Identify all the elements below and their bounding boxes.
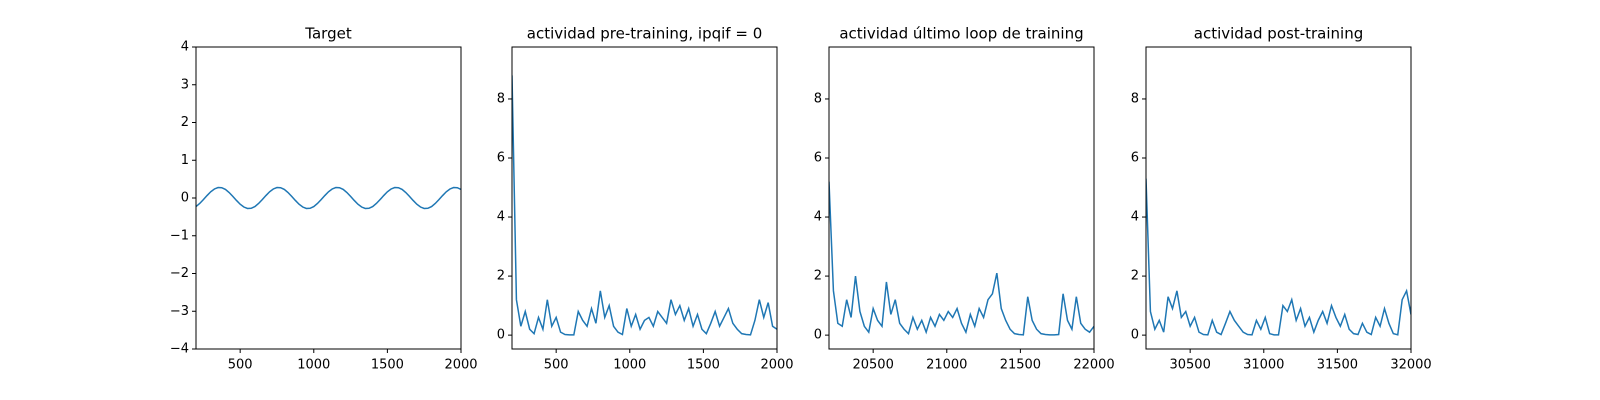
- x-tick-label: 30500: [1169, 358, 1210, 373]
- y-tick-label: −3: [170, 304, 189, 319]
- y-tick-label: 4: [1131, 210, 1139, 225]
- y-tick-label: −4: [170, 342, 189, 357]
- y-tick-label: 0: [814, 328, 822, 343]
- chart-title: actividad post-training: [1194, 25, 1363, 43]
- x-tick-label: 21500: [1000, 358, 1041, 373]
- x-tick-label: 500: [544, 358, 569, 373]
- x-tick-label: 32000: [1390, 358, 1431, 373]
- axes-frame: [511, 46, 778, 350]
- y-tick-label: 0: [497, 328, 505, 343]
- chart-title: actividad último loop de training: [839, 25, 1083, 43]
- y-tick-label: 4: [181, 40, 189, 55]
- y-tick-label: 3: [181, 77, 189, 92]
- y-tick-label: 8: [814, 91, 822, 106]
- x-tick-label: 22000: [1073, 358, 1114, 373]
- x-tick-label: 2000: [760, 358, 793, 373]
- y-tick-label: −1: [170, 228, 189, 243]
- x-tick-label: 20500: [852, 358, 893, 373]
- axes-frame: [195, 46, 462, 350]
- chart-title: actividad pre-training, ipqif = 0: [527, 25, 763, 43]
- y-tick-label: 6: [497, 150, 505, 165]
- data-line: [1146, 178, 1411, 336]
- y-tick-label: 2: [1131, 269, 1139, 284]
- x-tick-label: 2000: [444, 358, 477, 373]
- y-tick-label: 8: [497, 91, 505, 106]
- x-tick-label: 1000: [297, 358, 330, 373]
- data-line: [829, 181, 1094, 336]
- x-tick-label: 21000: [926, 358, 967, 373]
- y-tick-label: 1: [181, 153, 189, 168]
- y-tick-label: 0: [181, 191, 189, 206]
- axes-frame: [1145, 46, 1412, 350]
- y-tick-label: 2: [814, 269, 822, 284]
- x-tick-label: 500: [228, 358, 253, 373]
- y-tick-label: 2: [181, 115, 189, 130]
- data-line: [196, 186, 461, 210]
- axes-frame: [828, 46, 1095, 350]
- x-tick-label: 1000: [613, 358, 646, 373]
- y-tick-label: 4: [497, 210, 505, 225]
- y-tick-label: 6: [814, 150, 822, 165]
- y-tick-label: 6: [1131, 150, 1139, 165]
- y-tick-label: 8: [1131, 91, 1139, 106]
- y-tick-label: −2: [170, 266, 189, 281]
- x-tick-label: 31500: [1317, 358, 1358, 373]
- x-tick-label: 31000: [1243, 358, 1284, 373]
- y-tick-label: 4: [814, 210, 822, 225]
- chart-title: Target: [304, 25, 352, 43]
- x-tick-label: 1500: [687, 358, 720, 373]
- y-tick-label: 0: [1131, 328, 1139, 343]
- y-tick-label: 2: [497, 269, 505, 284]
- data-line: [512, 75, 777, 336]
- x-tick-label: 1500: [371, 358, 404, 373]
